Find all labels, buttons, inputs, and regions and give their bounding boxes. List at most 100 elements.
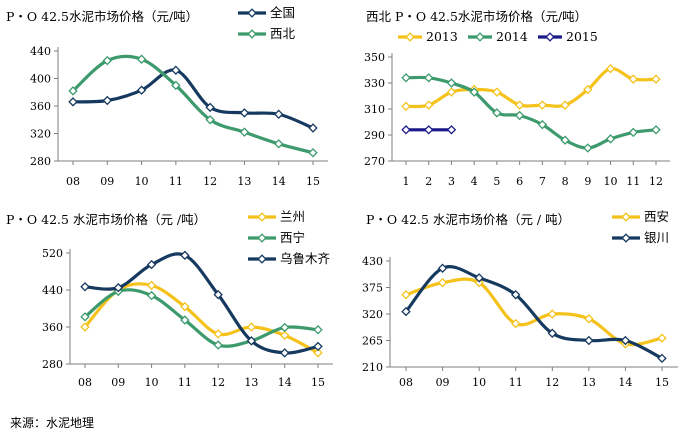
chart-panel-4: P・O 42.5 水泥市场价格（元 / 吨） 210 265 320 375 430 08 0… [362, 209, 678, 389]
y-tick-label: 265 [362, 335, 383, 348]
y-tick-label: 320 [30, 128, 51, 141]
data-point [213, 329, 223, 339]
x-tick-label: 11 [169, 175, 183, 188]
legend-label: 西安 [644, 209, 669, 224]
data-point [113, 282, 124, 293]
data-point [537, 100, 548, 110]
data-point [273, 139, 284, 149]
y-tick-label: 400 [30, 73, 51, 86]
x-tick-label: 10 [472, 376, 486, 389]
legend-label: 西北 [270, 26, 296, 41]
data-point [437, 277, 448, 288]
data-point [171, 80, 181, 91]
x-tick-label: 09 [436, 376, 450, 389]
data-point [657, 333, 667, 343]
legend-label: 2013 [426, 29, 458, 44]
data-point [584, 314, 594, 324]
data-point [246, 336, 257, 346]
data-point [424, 73, 434, 83]
y-tick-label: 270 [364, 155, 385, 168]
data-point [560, 100, 570, 110]
x-tick-label: 9 [584, 175, 591, 188]
x-tick-label: 7 [539, 175, 546, 188]
data-point [469, 87, 479, 97]
x-tick-label: 2 [425, 175, 432, 188]
data-point [605, 63, 616, 74]
x-tick-label: 5 [493, 175, 500, 188]
legend-marker [621, 212, 631, 222]
y-tick-label: 280 [30, 155, 51, 168]
data-point [239, 108, 250, 118]
legend-label: 兰州 [280, 209, 305, 224]
data-point [514, 110, 525, 121]
data-point [80, 322, 90, 332]
x-tick-label: 4 [471, 175, 478, 188]
x-tick-label: 14 [278, 376, 292, 389]
legend-label: 西宁 [280, 230, 305, 245]
data-point [313, 325, 323, 335]
x-tick-label: 6 [516, 175, 523, 188]
data-point [547, 328, 558, 338]
data-point [308, 148, 318, 158]
legend-label: 2014 [496, 29, 528, 44]
data-point [80, 312, 90, 322]
legend-marker [621, 233, 631, 243]
series-line-2 [71, 54, 314, 155]
data-point [401, 73, 411, 83]
legend-label: 2015 [566, 29, 598, 44]
data-point [651, 125, 661, 135]
data-point [583, 84, 593, 95]
chart-title: P・O 42.5 水泥市场价格（元 / 吨） [366, 212, 570, 227]
data-point [492, 87, 502, 97]
y-tick-label: 350 [364, 51, 385, 64]
series-line-2 [405, 75, 657, 150]
data-point [628, 74, 638, 84]
x-tick-label: 15 [655, 376, 669, 389]
data-point [510, 290, 521, 300]
data-point [171, 65, 181, 75]
data-point [628, 127, 638, 138]
data-point [560, 135, 570, 145]
x-tick-label: 1 [403, 175, 410, 188]
legend-marker [257, 233, 267, 243]
data-point [547, 309, 558, 319]
data-point [424, 125, 434, 135]
data-point [474, 277, 484, 288]
legend-marker [405, 32, 415, 42]
x-tick-label: 09 [111, 376, 125, 389]
data-point [146, 290, 157, 301]
data-point [401, 290, 411, 300]
x-tick-label: 12 [649, 175, 663, 188]
chart-panel-1: P・O 42.5水泥市场价格（元/吨） 280 320 360 400 440 08 09 10… [6, 5, 328, 188]
y-tick-label: 210 [362, 361, 383, 374]
y-tick-label: 290 [364, 129, 385, 142]
x-tick-label: 13 [237, 175, 251, 188]
x-tick-label: 13 [244, 376, 258, 389]
data-point [205, 102, 215, 113]
data-point [446, 125, 457, 135]
x-tick-label: 15 [311, 376, 325, 389]
y-tick-label: 440 [42, 284, 63, 297]
x-tick-label: 08 [66, 175, 80, 188]
data-point [180, 315, 190, 325]
data-point [68, 97, 78, 107]
x-tick-label: 14 [618, 376, 632, 389]
data-point [146, 280, 157, 291]
x-tick-label: 15 [306, 175, 320, 188]
data-point [446, 78, 457, 88]
x-tick-label: 09 [100, 175, 114, 188]
legend-marker [545, 32, 555, 42]
y-tick-label: 310 [364, 103, 385, 116]
data-point [492, 108, 502, 118]
data-point [80, 282, 90, 292]
x-tick-label: 13 [582, 376, 596, 389]
data-point [273, 109, 284, 119]
x-tick-label: 10 [135, 175, 149, 188]
data-point [313, 341, 323, 352]
data-point [313, 348, 323, 358]
data-point [401, 306, 411, 317]
x-tick-label: 12 [203, 175, 217, 188]
data-point [514, 100, 525, 110]
